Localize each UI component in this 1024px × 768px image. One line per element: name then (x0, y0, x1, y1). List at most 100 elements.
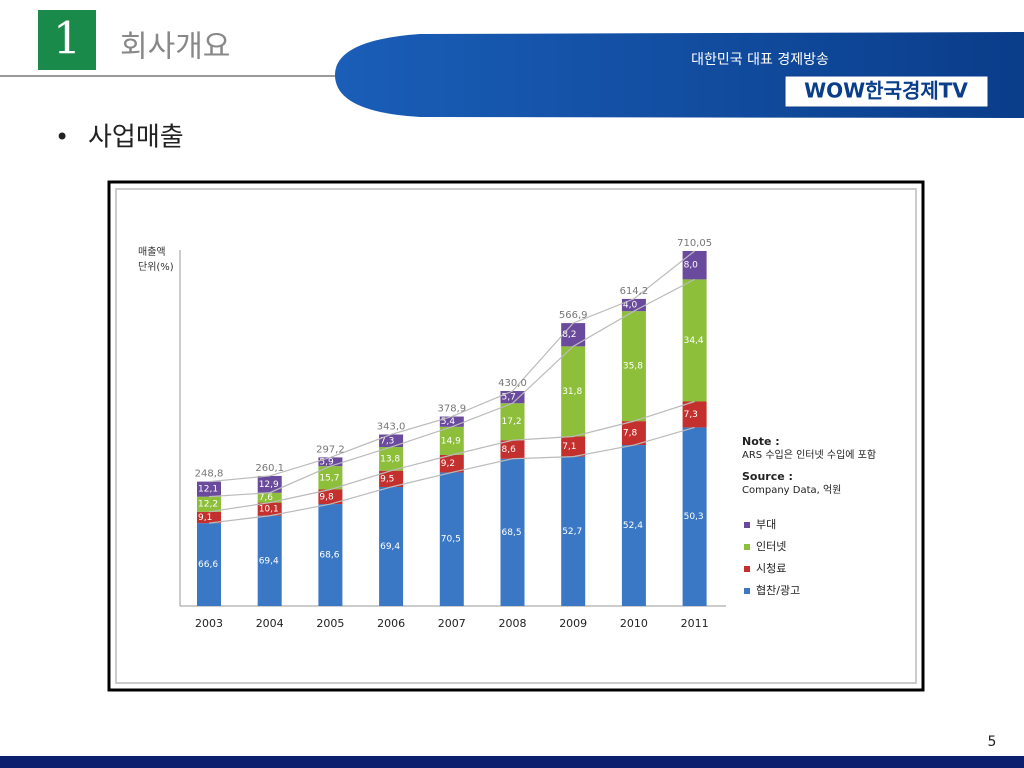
total-label: 343,0 (377, 422, 406, 433)
bar-segment (561, 456, 586, 606)
y-axis-label: 매출액 (138, 246, 166, 258)
segment-label: 70,5 (441, 535, 461, 545)
legend-swatch (744, 566, 750, 572)
bar-segment (379, 486, 404, 606)
segment-label: 69,4 (259, 556, 279, 566)
legend-label: 시청료 (756, 562, 786, 575)
segment-label: 4,0 (623, 301, 638, 311)
bar-segment (318, 466, 343, 490)
bar-segment (318, 457, 343, 467)
segment-label: 5,9 (319, 457, 334, 467)
total-label: 430,0 (498, 378, 527, 389)
legend-label: 부대 (756, 518, 776, 531)
boundary-line (208, 250, 695, 483)
segment-label: 9,1 (198, 513, 212, 523)
x-tick-label: 2005 (316, 617, 344, 630)
legend-label: 인터넷 (756, 540, 786, 553)
footer-band (0, 756, 1024, 768)
segment-label: 7,3 (380, 436, 394, 446)
bar-segment (561, 436, 586, 457)
bar-segment (682, 250, 707, 280)
x-tick-label: 2008 (499, 617, 527, 630)
bar-segment (500, 440, 525, 459)
bar-segment (318, 504, 343, 606)
bar-segment (561, 346, 586, 437)
legend-swatch (744, 544, 750, 550)
segment-label: 68,5 (502, 528, 522, 538)
bar-segment (439, 472, 464, 606)
section-badge (38, 10, 96, 70)
bar-segment (682, 279, 707, 402)
bar-segment (197, 523, 221, 606)
bar-segment (197, 496, 221, 512)
section-title: 회사개요 (120, 30, 230, 65)
bar-segment (197, 511, 221, 524)
total-label: 614,2 (620, 286, 649, 297)
bar-segment (621, 311, 646, 422)
segment-label: 13,8 (380, 454, 400, 464)
note-heading: Source : (742, 470, 793, 483)
bar-segment (621, 445, 646, 606)
bar-segment (439, 426, 464, 456)
bullet-dot: • (55, 123, 69, 151)
section-number: 1 (53, 14, 81, 65)
total-label: 566,9 (559, 310, 588, 321)
segment-label: 8,2 (562, 330, 576, 340)
segment-label: 14,9 (441, 436, 461, 446)
bar-segment (257, 475, 282, 493)
segment-label: 15,7 (319, 473, 339, 483)
bar-segment (682, 427, 707, 606)
boundary-line (208, 400, 695, 513)
segment-label: 12,2 (198, 500, 218, 510)
total-label: 260,1 (255, 463, 284, 474)
bar-segment (621, 421, 646, 446)
bar-segment (257, 515, 282, 606)
logo: WOW한국경제TV (804, 79, 968, 103)
segment-label: 52,4 (623, 521, 643, 531)
x-tick-label: 2011 (681, 617, 709, 630)
segment-label: 7,3 (684, 410, 698, 420)
note-text: Company Data, 억원 (742, 484, 841, 496)
bar-segment (439, 416, 464, 427)
segment-label: 68,6 (319, 551, 339, 561)
boundary-line (208, 278, 695, 498)
segment-label: 7,8 (623, 429, 638, 439)
segment-label: 17,2 (502, 417, 522, 427)
note-heading: Note : (742, 435, 780, 448)
segment-label: 9,5 (380, 474, 394, 484)
segment-label: 52,7 (562, 527, 582, 537)
logo-box (784, 75, 989, 108)
tagline: 대한민국 대표 경제방송 (691, 52, 829, 68)
segment-label: 5,7 (502, 393, 516, 403)
legend-swatch (744, 588, 750, 594)
segment-label: 8,0 (684, 261, 699, 271)
bar-segment (379, 447, 404, 471)
total-label: 378,9 (437, 404, 466, 415)
x-tick-label: 2009 (559, 617, 587, 630)
x-tick-label: 2004 (256, 617, 284, 630)
bar-segment (197, 481, 221, 497)
segment-label: 12,9 (259, 480, 279, 490)
segment-label: 7,6 (259, 493, 274, 503)
segment-label: 66,6 (198, 560, 218, 570)
bar-segment (682, 401, 707, 428)
bar-segment (257, 492, 282, 503)
segment-label: 34,4 (684, 336, 704, 346)
note-text: ARS 수입은 인터넷 수입에 포함 (742, 448, 876, 461)
bar-segment (318, 489, 343, 505)
segment-label: 12,1 (198, 485, 218, 495)
legend-label: 협찬/광고 (756, 583, 800, 597)
bar-segment (379, 470, 404, 487)
segment-label: 7,1 (562, 442, 576, 452)
x-tick-label: 2010 (620, 617, 648, 630)
bar-segment (257, 502, 282, 516)
boundary-line (208, 426, 695, 524)
segment-label: 8,6 (502, 445, 517, 455)
segment-label: 35,8 (623, 362, 643, 372)
segment-label: 5,4 (441, 417, 456, 427)
legend-swatch (744, 522, 750, 528)
segment-label: 69,4 (380, 542, 400, 552)
page-number: 5 (988, 734, 997, 750)
